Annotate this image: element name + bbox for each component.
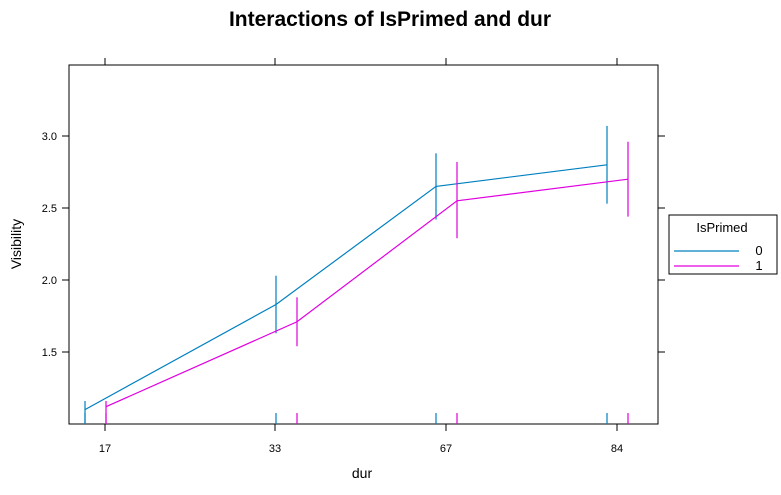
x-axis-label: dur bbox=[352, 465, 373, 481]
x-tick-label: 33 bbox=[269, 443, 281, 455]
axis-ticks bbox=[62, 58, 665, 431]
y-tick-label: 2.0 bbox=[42, 275, 57, 287]
series-1-line bbox=[105, 178, 629, 408]
series-0-line bbox=[84, 164, 608, 411]
legend-title: IsPrimed bbox=[696, 220, 747, 235]
legend-items: 01 bbox=[674, 243, 763, 273]
plot-panel bbox=[68, 64, 659, 425]
y-tick-label: 3.0 bbox=[42, 131, 57, 143]
y-tick-label: 1.5 bbox=[42, 347, 57, 359]
y-axis-label: Visibility bbox=[8, 219, 24, 269]
legend-box bbox=[668, 214, 778, 275]
legend: IsPrimed 01 bbox=[668, 214, 778, 275]
legend-label-0: 0 bbox=[755, 243, 762, 258]
x-tick-label: 17 bbox=[99, 443, 111, 455]
y-tick-label: 2.5 bbox=[42, 203, 57, 215]
x-tick-label: 84 bbox=[611, 443, 623, 455]
y-tick-labels: 1.5 2.0 2.5 3.0 bbox=[42, 131, 57, 359]
x-tick-label: 67 bbox=[440, 443, 452, 455]
series-layer bbox=[84, 125, 629, 424]
legend-label-1: 1 bbox=[755, 258, 762, 273]
chart-title: Interactions of IsPrimed and dur bbox=[229, 8, 551, 31]
x-tick-labels: 17 33 67 84 bbox=[99, 443, 623, 455]
